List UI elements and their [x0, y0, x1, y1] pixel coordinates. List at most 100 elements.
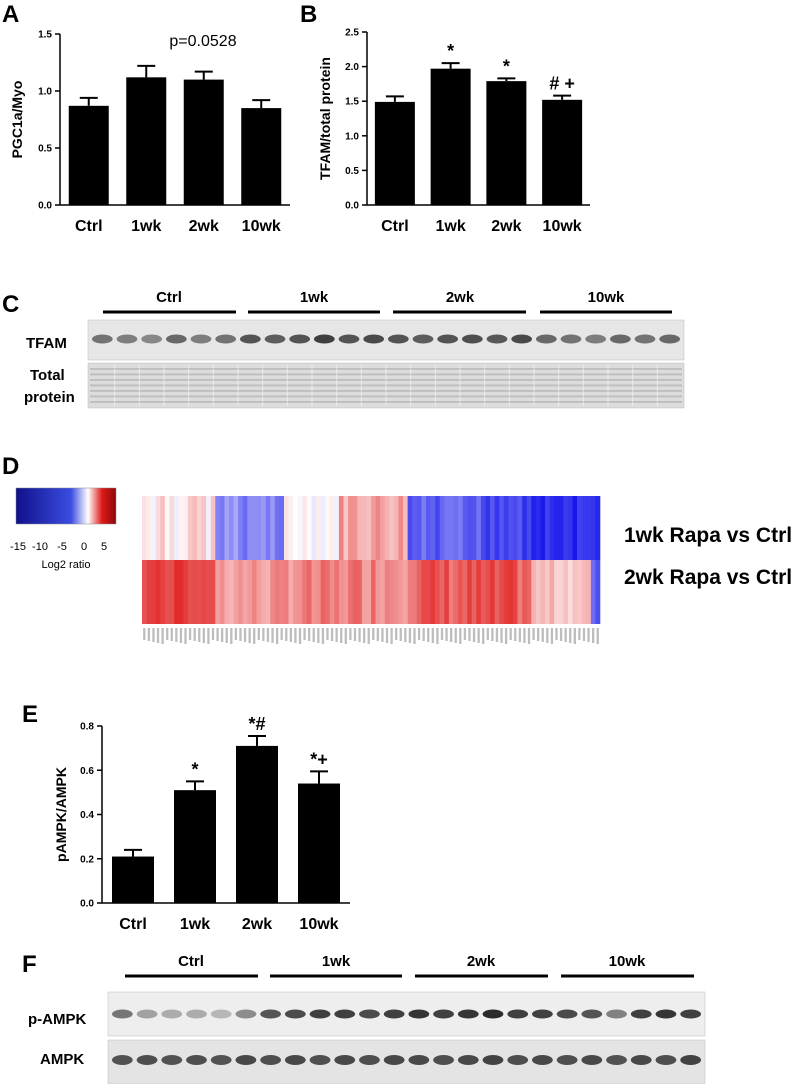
heatmap-cell: [329, 496, 335, 560]
heatmap-cell: [535, 560, 541, 624]
heatmap-cell: [430, 496, 436, 560]
blot-band: [235, 1055, 257, 1065]
heatmap-cell: [233, 496, 239, 560]
heatmap-cell: [174, 560, 179, 624]
heatmap-cell: [293, 560, 299, 624]
panel-letter-e: E: [22, 701, 38, 728]
heatmap-cell: [522, 560, 528, 624]
gene-label-glyph: [385, 628, 389, 643]
blot-band: [383, 1055, 405, 1065]
blot-band: [387, 334, 409, 344]
blot-band: [284, 1055, 306, 1065]
heatmap-cell: [357, 496, 363, 560]
blot-f-label-2wk: 2wk: [467, 953, 496, 970]
gene-label-glyph: [175, 628, 178, 642]
blot-band: [334, 1009, 356, 1019]
blot-c-label-1wk: 1wk: [300, 289, 329, 306]
gene-label-glyph: [436, 628, 439, 644]
blot-band: [585, 334, 607, 344]
gene-label-glyph: [404, 628, 407, 642]
gene-label-glyph: [578, 628, 581, 640]
heatmap-cell: [444, 560, 450, 624]
heatmap-cell: [256, 496, 262, 560]
blot-band: [363, 334, 385, 344]
heatmap-cell: [393, 496, 399, 560]
heatmap-cell: [146, 496, 152, 560]
gene-label-glyph: [221, 628, 224, 642]
heatmap-cell: [439, 560, 445, 624]
blot-band: [412, 334, 434, 344]
blot-band: [359, 1009, 380, 1019]
heatmap-cell: [590, 560, 596, 624]
gene-label-glyph: [440, 628, 444, 640]
p-value-note: p=0.0528: [169, 33, 236, 50]
heatmap-cell: [494, 560, 500, 624]
heatmap-cell: [490, 496, 495, 560]
heatmap-cell: [389, 560, 395, 624]
heatmap-cell: [448, 496, 454, 560]
heatmap-cell: [375, 560, 381, 624]
bar-10wk: [241, 108, 282, 205]
gene-label-glyph: [289, 628, 292, 642]
heatmap-cell: [261, 496, 266, 560]
heatmap-cell: [512, 560, 518, 624]
gene-label-glyph: [454, 628, 457, 643]
blot-band: [609, 334, 631, 344]
gene-label-glyph: [156, 628, 160, 643]
heatmap-cell: [302, 560, 308, 624]
heatmap-cell: [403, 560, 408, 624]
heatmap-cell: [471, 560, 477, 624]
blot-band: [680, 1055, 702, 1065]
blot-band: [655, 1009, 677, 1019]
bar-1wk: [430, 68, 471, 206]
blot-f-label-ctrl: Ctrl: [178, 953, 204, 970]
gene-label-glyph: [207, 628, 210, 644]
blot-band: [437, 334, 459, 344]
blot-c: Ctrl 1wk 2wk 10wk TFAM Total protein: [24, 289, 685, 409]
heatmap-cell: [540, 560, 546, 624]
heatmap-cell: [458, 560, 463, 624]
x-tick-label: 2wk: [491, 218, 521, 235]
heatmap-cell: [242, 560, 248, 624]
gene-label-glyph: [408, 628, 412, 643]
heatmap-cell: [361, 560, 367, 624]
x-tick-label: Ctrl: [119, 916, 147, 933]
bar-1wk: [126, 77, 167, 205]
gene-label-glyph: [202, 628, 205, 643]
heatmap-cell: [535, 496, 541, 560]
gene-label-glyph: [216, 628, 219, 641]
heatmap-cell: [183, 560, 189, 624]
heatmap-cell: [421, 560, 427, 624]
blot-band: [215, 334, 237, 344]
heatmap-cell: [425, 496, 431, 560]
panel-letter-f: F: [22, 951, 37, 978]
y-tick-label: 0.2: [80, 854, 94, 865]
heatmap-cell: [572, 560, 578, 624]
gene-label-glyph: [376, 628, 380, 641]
heatmap-cell: [224, 560, 230, 624]
blot-band: [408, 1009, 430, 1019]
blot-band: [210, 1055, 232, 1065]
heatmap-cell: [274, 496, 280, 560]
heatmap-cell: [169, 560, 175, 624]
blot-band: [581, 1055, 603, 1065]
blot-band: [482, 1055, 504, 1065]
heatmap-cell: [215, 560, 221, 624]
gene-label-glyph: [285, 628, 288, 641]
y-tick-label: 0.0: [345, 201, 359, 212]
heatmap-cell: [274, 560, 280, 624]
heatmap-cell: [435, 560, 440, 624]
heatmap-cell: [343, 560, 349, 624]
gene-label-glyph: [463, 628, 467, 640]
gene-label-glyph: [262, 628, 265, 641]
heatmap-cell: [435, 496, 440, 560]
blot-c-label-2wk: 2wk: [446, 289, 475, 306]
heatmap-cell: [517, 496, 523, 560]
blot-band: [338, 334, 360, 344]
x-tick-label: 2wk: [242, 916, 272, 933]
heatmap-cell: [219, 560, 225, 624]
gene-label-glyph: [243, 628, 247, 642]
gene-label-glyph: [482, 628, 485, 644]
tfam-blot-strip: [87, 319, 685, 361]
gene-label-glyph: [266, 628, 270, 642]
